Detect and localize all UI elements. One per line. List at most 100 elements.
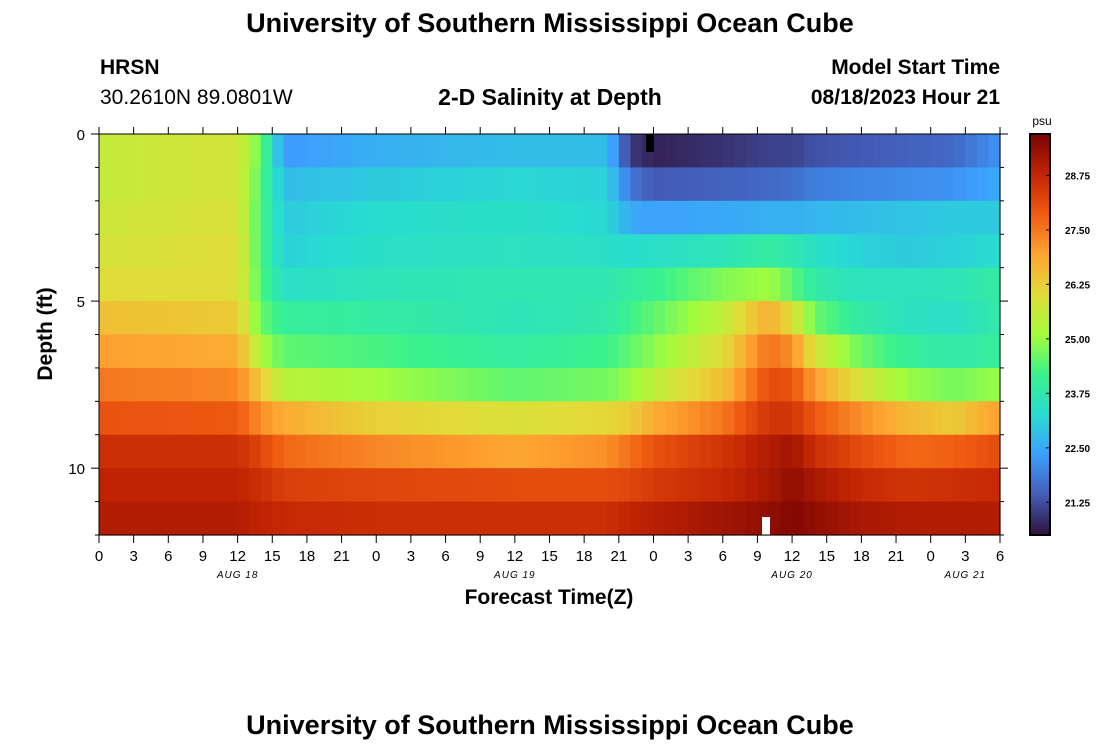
heatmap-cell (110, 501, 123, 536)
heatmap-cell (907, 267, 920, 302)
heatmap-cell (549, 501, 562, 536)
heatmap-cell (145, 134, 158, 169)
heatmap-cell (965, 501, 978, 536)
heatmap-cell (826, 367, 839, 402)
heatmap-cell (896, 434, 909, 469)
heatmap-cell (930, 267, 943, 302)
heatmap-cell (665, 134, 678, 169)
heatmap-cell (561, 434, 574, 469)
heatmap-cell (942, 468, 955, 503)
heatmap-cell (537, 434, 551, 469)
heatmap-cell (584, 267, 597, 302)
heatmap-cell (480, 301, 493, 336)
heatmap-cell (572, 401, 585, 436)
heatmap-cell (341, 234, 354, 269)
heatmap-cell (653, 468, 666, 503)
heatmap-cell (468, 167, 481, 202)
heatmap-cell (110, 401, 123, 436)
heatmap-cell (757, 200, 770, 235)
heatmap-cell (768, 367, 782, 402)
heatmap-cell (630, 401, 643, 436)
y-tick-label: 10 (68, 461, 85, 478)
heatmap-cell (711, 200, 724, 235)
heatmap-cell (699, 468, 712, 503)
heatmap-cell (803, 334, 816, 369)
heatmap-cell (399, 401, 412, 436)
heatmap-cell (145, 334, 158, 369)
heatmap-cell (491, 401, 504, 436)
heatmap-cell (410, 267, 424, 302)
heatmap-cell (156, 468, 169, 503)
heatmap-cell (514, 134, 527, 169)
heatmap-cell (884, 134, 897, 169)
heatmap-cell (734, 434, 747, 469)
heatmap-cell (514, 200, 527, 235)
heatmap-cell (711, 134, 724, 169)
heatmap-cell (399, 134, 412, 169)
heatmap-cell (595, 434, 608, 469)
heatmap-cell (607, 468, 620, 503)
heatmap-cell (745, 134, 759, 169)
heatmap-cell (249, 301, 262, 336)
heatmap-cell (249, 367, 262, 402)
heatmap-cell (930, 301, 943, 336)
heatmap-cell (514, 301, 527, 336)
x-tick-label: 3 (129, 548, 137, 565)
heatmap-cell (376, 434, 389, 469)
heatmap-cell (861, 234, 874, 269)
heatmap-cell (780, 134, 793, 169)
heatmap-cell (711, 234, 724, 269)
heatmap-cell (468, 434, 481, 469)
y-tick-label: 5 (77, 294, 85, 311)
heatmap-cell (815, 200, 828, 235)
heatmap-cell (537, 167, 551, 202)
heatmap-cell (399, 267, 412, 302)
heatmap-cell (422, 367, 435, 402)
heatmap-cell (283, 167, 296, 202)
heatmap-cell (156, 134, 169, 169)
heatmap-cell (214, 334, 227, 369)
heatmap-cell (133, 200, 146, 235)
heatmap-cell (722, 167, 735, 202)
heatmap-cell (965, 468, 978, 503)
heatmap-cell (665, 334, 678, 369)
heatmap-cell (491, 167, 504, 202)
heatmap-cell (653, 267, 666, 302)
heatmap-cell (896, 301, 909, 336)
heatmap-cell (306, 134, 320, 169)
heatmap-cell (503, 167, 516, 202)
heatmap-cell (376, 301, 389, 336)
heatmap-cell (237, 434, 250, 469)
heatmap-cell (630, 267, 643, 302)
heatmap-cell (341, 367, 354, 402)
heatmap-cell (249, 334, 262, 369)
heatmap-cell (872, 267, 886, 302)
heatmap-cell (491, 267, 504, 302)
date-label: AUG 20 (770, 570, 813, 581)
heatmap-cell (145, 167, 158, 202)
heatmap-cell (491, 200, 504, 235)
heatmap-cell (318, 367, 331, 402)
heatmap-cell (480, 468, 493, 503)
x-tick-label: 15 (818, 548, 835, 565)
heatmap-cell (191, 367, 204, 402)
heatmap-cell (803, 267, 816, 302)
heatmap-cell (122, 167, 135, 202)
heatmap-cell (653, 401, 666, 436)
heatmap-cell (826, 434, 839, 469)
heatmap-cell (468, 501, 481, 536)
heatmap-cell (676, 301, 689, 336)
heatmap-cell (641, 234, 655, 269)
x-tick-label: 3 (407, 548, 415, 565)
heatmap-cell (711, 167, 724, 202)
heatmap-cell (884, 334, 897, 369)
x-tick-label: 15 (541, 548, 558, 565)
heatmap-cell (260, 334, 273, 369)
heatmap-cell (780, 334, 793, 369)
footer-title: University of Southern Mississippi Ocean… (246, 710, 854, 740)
heatmap-cell (976, 468, 990, 503)
heatmap-cell (849, 134, 862, 169)
heatmap-cell (260, 200, 273, 235)
heatmap-cell (202, 468, 216, 503)
heatmap-cell (815, 501, 828, 536)
